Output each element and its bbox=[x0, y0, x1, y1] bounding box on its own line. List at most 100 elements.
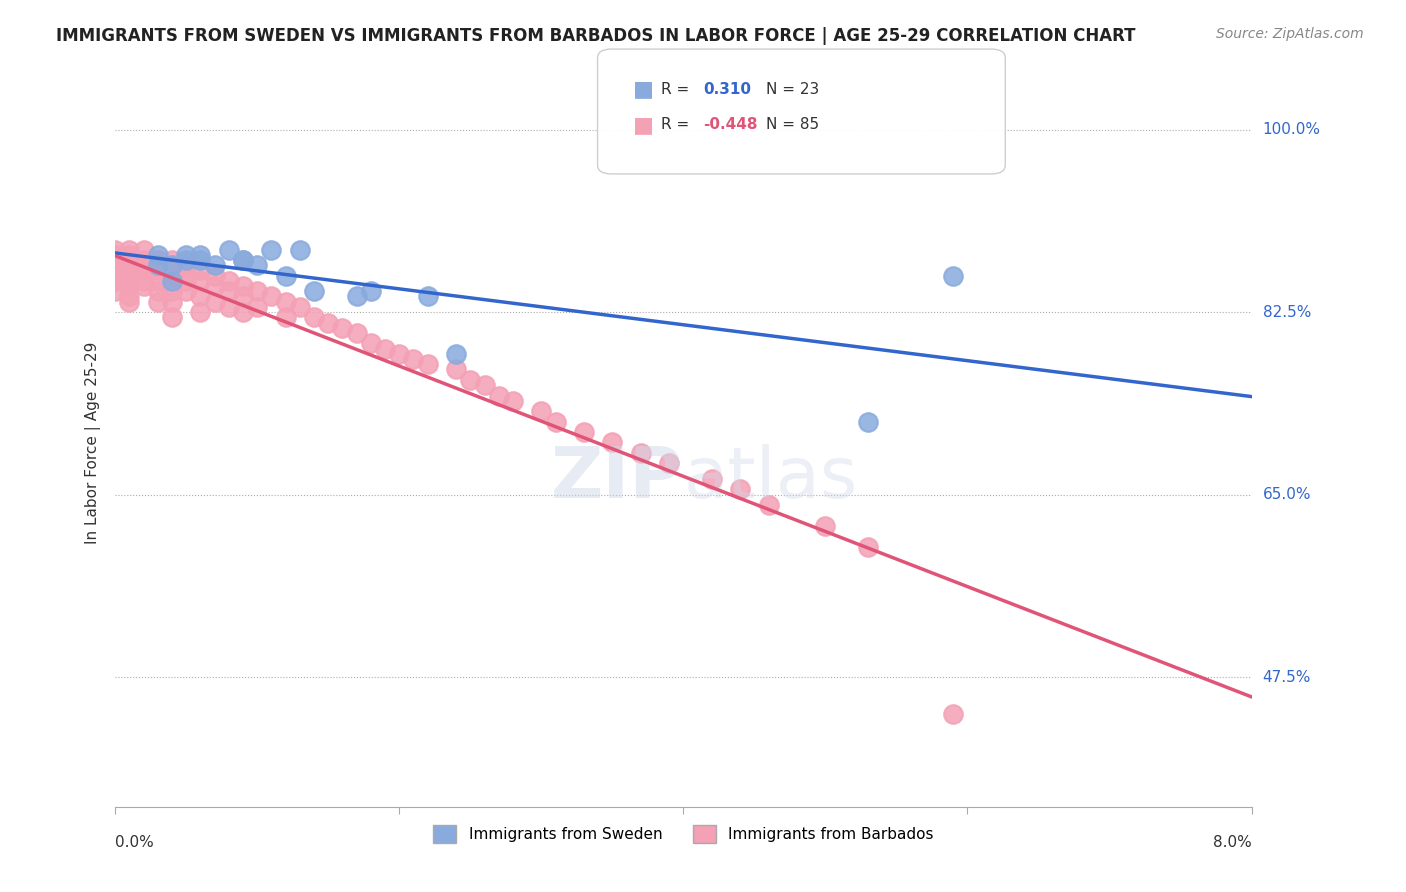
Point bbox=[118, 268, 141, 283]
Point bbox=[146, 248, 169, 262]
Text: 100.0%: 100.0% bbox=[1263, 122, 1320, 137]
Point bbox=[118, 263, 141, 277]
Point bbox=[146, 258, 169, 272]
Point bbox=[246, 258, 269, 272]
Point bbox=[388, 347, 411, 361]
Point bbox=[174, 248, 197, 262]
Text: N = 23: N = 23 bbox=[766, 82, 820, 96]
Point bbox=[132, 258, 155, 272]
Text: ■: ■ bbox=[633, 79, 654, 99]
Point bbox=[246, 300, 269, 314]
Point bbox=[814, 519, 837, 533]
Point bbox=[132, 263, 155, 277]
Point bbox=[118, 248, 141, 262]
Point bbox=[190, 252, 212, 267]
Point bbox=[174, 252, 197, 267]
Point bbox=[232, 289, 254, 303]
Point bbox=[232, 252, 254, 267]
Point bbox=[232, 279, 254, 293]
Point bbox=[118, 243, 141, 257]
Text: 0.310: 0.310 bbox=[703, 82, 751, 96]
Point bbox=[218, 243, 240, 257]
Point bbox=[204, 294, 226, 309]
Text: 47.5%: 47.5% bbox=[1263, 670, 1310, 684]
Point bbox=[316, 316, 339, 330]
Point bbox=[602, 435, 624, 450]
Point bbox=[160, 258, 183, 272]
Point bbox=[942, 268, 965, 283]
Point bbox=[444, 347, 467, 361]
Point bbox=[132, 274, 155, 288]
Point bbox=[260, 289, 283, 303]
Point bbox=[544, 415, 567, 429]
Point bbox=[146, 294, 169, 309]
Point bbox=[402, 351, 425, 366]
Point bbox=[146, 263, 169, 277]
Point bbox=[160, 252, 183, 267]
Point bbox=[146, 284, 169, 298]
Point bbox=[260, 243, 283, 257]
Point bbox=[160, 274, 183, 288]
Point bbox=[218, 274, 240, 288]
Point bbox=[118, 279, 141, 293]
Point bbox=[204, 279, 226, 293]
Point bbox=[288, 243, 311, 257]
Point bbox=[758, 498, 780, 512]
Point bbox=[118, 252, 141, 267]
Point bbox=[118, 274, 141, 288]
Point bbox=[274, 294, 297, 309]
Point bbox=[160, 263, 183, 277]
Text: 65.0%: 65.0% bbox=[1263, 487, 1312, 502]
Text: -0.448: -0.448 bbox=[703, 118, 758, 132]
Point bbox=[190, 263, 212, 277]
Text: R =: R = bbox=[661, 118, 695, 132]
Point bbox=[204, 258, 226, 272]
Point bbox=[204, 268, 226, 283]
Point bbox=[218, 284, 240, 298]
Point bbox=[658, 456, 681, 470]
Point bbox=[700, 472, 723, 486]
Point bbox=[942, 706, 965, 721]
Point bbox=[104, 284, 127, 298]
Point bbox=[288, 300, 311, 314]
Point bbox=[274, 268, 297, 283]
Point bbox=[232, 305, 254, 319]
Point bbox=[146, 274, 169, 288]
Point bbox=[104, 252, 127, 267]
Point bbox=[856, 415, 879, 429]
Point bbox=[360, 336, 382, 351]
Point bbox=[174, 284, 197, 298]
Text: 0.0%: 0.0% bbox=[115, 835, 153, 850]
Point bbox=[132, 252, 155, 267]
Point bbox=[302, 310, 325, 325]
Point bbox=[444, 362, 467, 376]
Point bbox=[190, 289, 212, 303]
Point bbox=[146, 258, 169, 272]
Text: Source: ZipAtlas.com: Source: ZipAtlas.com bbox=[1216, 27, 1364, 41]
Point bbox=[190, 248, 212, 262]
Point bbox=[146, 252, 169, 267]
Text: atlas: atlas bbox=[683, 444, 858, 514]
Point bbox=[630, 446, 652, 460]
Point bbox=[232, 252, 254, 267]
Point bbox=[332, 320, 354, 334]
Point bbox=[346, 289, 368, 303]
Text: ZIP: ZIP bbox=[551, 444, 683, 514]
Text: ■: ■ bbox=[633, 115, 654, 135]
Point bbox=[416, 289, 439, 303]
Point bbox=[416, 357, 439, 371]
Point bbox=[728, 483, 751, 497]
Point bbox=[190, 305, 212, 319]
Point bbox=[572, 425, 595, 439]
Text: N = 85: N = 85 bbox=[766, 118, 820, 132]
Point bbox=[118, 289, 141, 303]
Point bbox=[530, 404, 553, 418]
Point bbox=[474, 378, 496, 392]
Point bbox=[460, 373, 482, 387]
Point bbox=[346, 326, 368, 340]
Point bbox=[118, 294, 141, 309]
Text: IMMIGRANTS FROM SWEDEN VS IMMIGRANTS FROM BARBADOS IN LABOR FORCE | AGE 25-29 CO: IMMIGRANTS FROM SWEDEN VS IMMIGRANTS FRO… bbox=[56, 27, 1136, 45]
Point bbox=[104, 248, 127, 262]
Legend: Immigrants from Sweden, Immigrants from Barbados: Immigrants from Sweden, Immigrants from … bbox=[426, 817, 941, 851]
Point bbox=[174, 258, 197, 272]
